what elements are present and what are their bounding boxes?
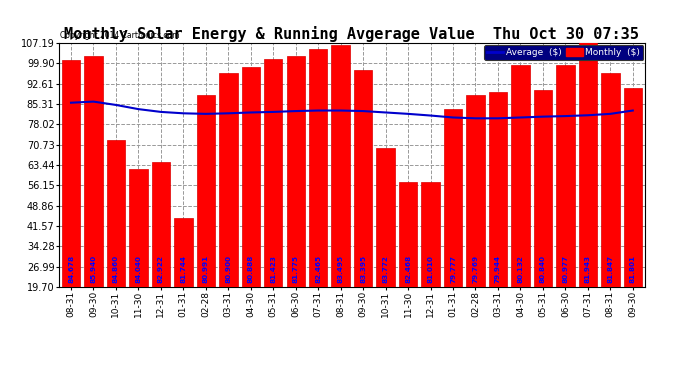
Bar <box>197 95 215 287</box>
Bar <box>489 92 507 287</box>
Text: 80.900: 80.900 <box>226 255 231 283</box>
Bar <box>241 68 260 287</box>
Text: 81.744: 81.744 <box>180 255 186 283</box>
Text: 82.922: 82.922 <box>158 255 164 283</box>
Bar <box>264 59 282 287</box>
Bar <box>286 56 305 287</box>
Text: 80.840: 80.840 <box>540 255 546 283</box>
Text: 81.801: 81.801 <box>630 255 635 283</box>
Bar <box>62 60 80 287</box>
Text: 81.423: 81.423 <box>270 255 276 283</box>
Bar <box>152 162 170 287</box>
Bar <box>466 95 484 287</box>
Text: Copyright 2014 Cartronics.com: Copyright 2014 Cartronics.com <box>60 31 179 40</box>
Text: 83.395: 83.395 <box>360 255 366 283</box>
Bar <box>511 64 530 287</box>
Legend: Average  ($), Monthly  ($): Average ($), Monthly ($) <box>484 45 643 60</box>
Text: 80.888: 80.888 <box>248 255 254 283</box>
Text: 84.040: 84.040 <box>135 255 141 283</box>
Bar <box>331 45 350 287</box>
Title: Monthly Solar Energy & Running Avgerage Value  Thu Oct 30 07:35: Monthly Solar Energy & Running Avgerage … <box>64 26 640 42</box>
Text: 83.772: 83.772 <box>383 255 388 283</box>
Text: 82.465: 82.465 <box>315 255 321 283</box>
Bar <box>129 169 148 287</box>
Text: 84.860: 84.860 <box>113 255 119 283</box>
Text: 79.777: 79.777 <box>450 255 456 283</box>
Text: 82.468: 82.468 <box>405 255 411 283</box>
Bar <box>107 140 125 287</box>
Text: 84.678: 84.678 <box>68 255 74 283</box>
Bar <box>309 49 328 287</box>
Bar <box>556 64 575 287</box>
Bar <box>624 88 642 287</box>
Bar <box>84 56 103 287</box>
Bar <box>579 42 597 287</box>
Text: 79.944: 79.944 <box>495 255 501 283</box>
Bar <box>601 73 620 287</box>
Text: 79.769: 79.769 <box>473 255 478 283</box>
Bar <box>399 182 417 287</box>
Text: 81.775: 81.775 <box>293 255 299 283</box>
Bar <box>174 218 193 287</box>
Bar <box>533 90 552 287</box>
Text: 80.132: 80.132 <box>518 255 524 283</box>
Bar <box>422 182 440 287</box>
Bar <box>444 109 462 287</box>
Text: 81.943: 81.943 <box>585 255 591 283</box>
Text: 80.977: 80.977 <box>562 255 569 283</box>
Text: 81.847: 81.847 <box>607 255 613 283</box>
Bar <box>219 73 237 287</box>
Text: 81.010: 81.010 <box>428 255 433 283</box>
Bar <box>376 148 395 287</box>
Text: 80.991: 80.991 <box>203 255 209 283</box>
Text: 85.940: 85.940 <box>90 255 97 283</box>
Bar <box>354 70 373 287</box>
Text: 83.495: 83.495 <box>337 255 344 283</box>
